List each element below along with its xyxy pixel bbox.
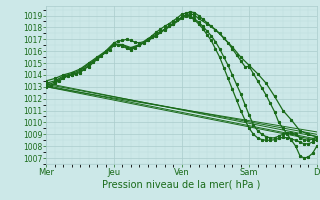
X-axis label: Pression niveau de la mer( hPa ): Pression niveau de la mer( hPa )	[102, 180, 261, 190]
